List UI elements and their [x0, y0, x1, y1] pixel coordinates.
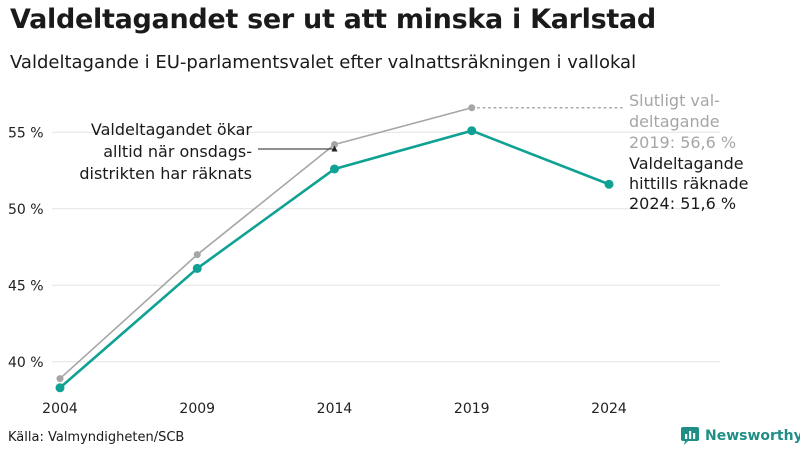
data-point-final — [56, 375, 64, 383]
data-point-final — [468, 104, 476, 112]
y-tick-label: 40 % — [8, 355, 44, 371]
x-tick-label: 2004 — [42, 401, 78, 417]
data-point-preliminary — [330, 164, 339, 174]
data-point-preliminary — [604, 179, 614, 189]
chart-title: Valdeltagandet ser ut att minska i Karls… — [10, 4, 656, 35]
x-tick-label: 2009 — [179, 401, 215, 417]
chart-subtitle: Valdeltagande i EU-parlamentsvalet efter… — [10, 52, 637, 73]
annotation-final-2019: Slutligt val-deltagande 2019: 56,6 % — [629, 91, 736, 152]
data-point-preliminary — [467, 126, 477, 136]
annotation-arrowhead — [331, 145, 338, 152]
data-point-preliminary — [55, 383, 65, 393]
source-note: Källa: Valmyndigheten/SCB — [8, 430, 185, 445]
brand-logo: Newsworthy — [680, 427, 800, 445]
newsworthy-logo-icon — [681, 427, 699, 445]
y-tick-label: 45 % — [8, 278, 44, 294]
series-line-final — [59, 106, 472, 380]
annotation-onsdag: Valdeltagandet ökar alltid när onsdags-di… — [79, 120, 252, 183]
data-point-final — [193, 251, 201, 259]
x-tick-label: 2019 — [454, 401, 490, 417]
x-tick-label: 2024 — [591, 401, 627, 417]
data-point-preliminary — [192, 263, 202, 273]
y-tick-label: 50 % — [8, 202, 44, 218]
y-tick-label: 55 % — [8, 125, 44, 141]
brand-name: Newsworthy — [705, 428, 800, 444]
data-point-final — [331, 140, 338, 148]
annotation-current-2024: Valdeltagande hittills räknade 2024: 51,6 … — [629, 154, 748, 213]
x-tick-label: 2014 — [317, 401, 353, 417]
